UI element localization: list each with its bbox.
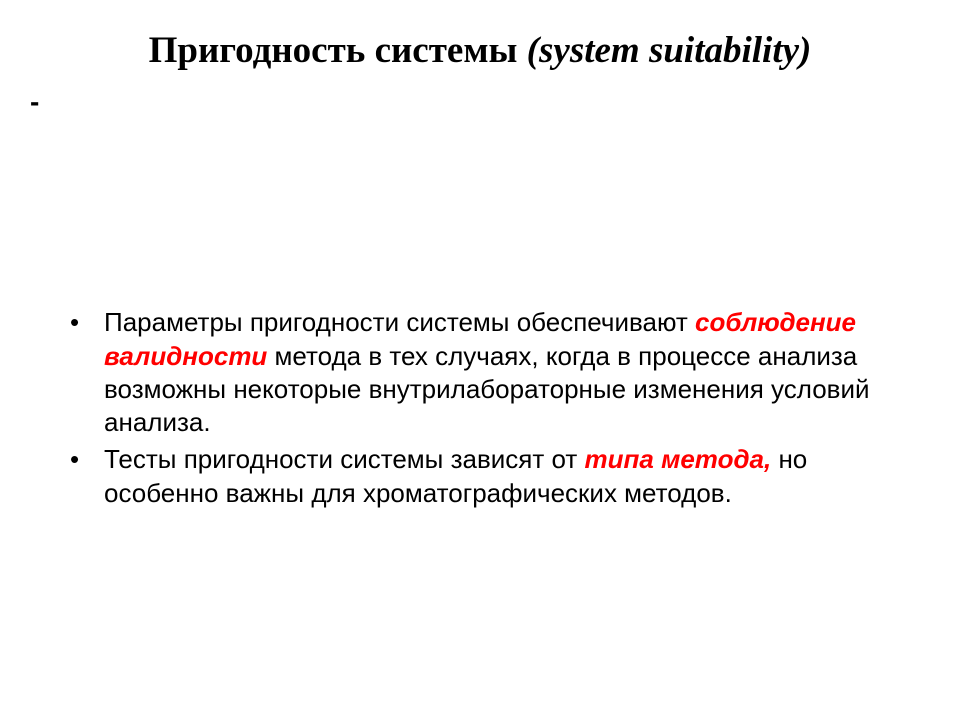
dash-marker: - [30, 88, 900, 116]
slide-title: Пригодность системы (system suitability) [60, 28, 900, 74]
bullet-list: Параметры пригодности системы обеспечива… [60, 306, 900, 510]
bullet-text-emphasis: типа метода, [585, 444, 772, 474]
title-plain: Пригодность системы [149, 30, 527, 71]
slide: Пригодность системы (system suitability)… [0, 0, 960, 720]
bullet-text-pre: Параметры пригодности системы обеспечива… [104, 307, 695, 337]
title-italic: (system suitability) [527, 30, 812, 71]
bullet-text-pre: Тесты пригодности системы зависят от [104, 444, 585, 474]
body-content: Параметры пригодности системы обеспечива… [60, 306, 900, 510]
list-item: Параметры пригодности системы обеспечива… [60, 306, 900, 439]
list-item: Тесты пригодности системы зависят от тип… [60, 443, 900, 510]
